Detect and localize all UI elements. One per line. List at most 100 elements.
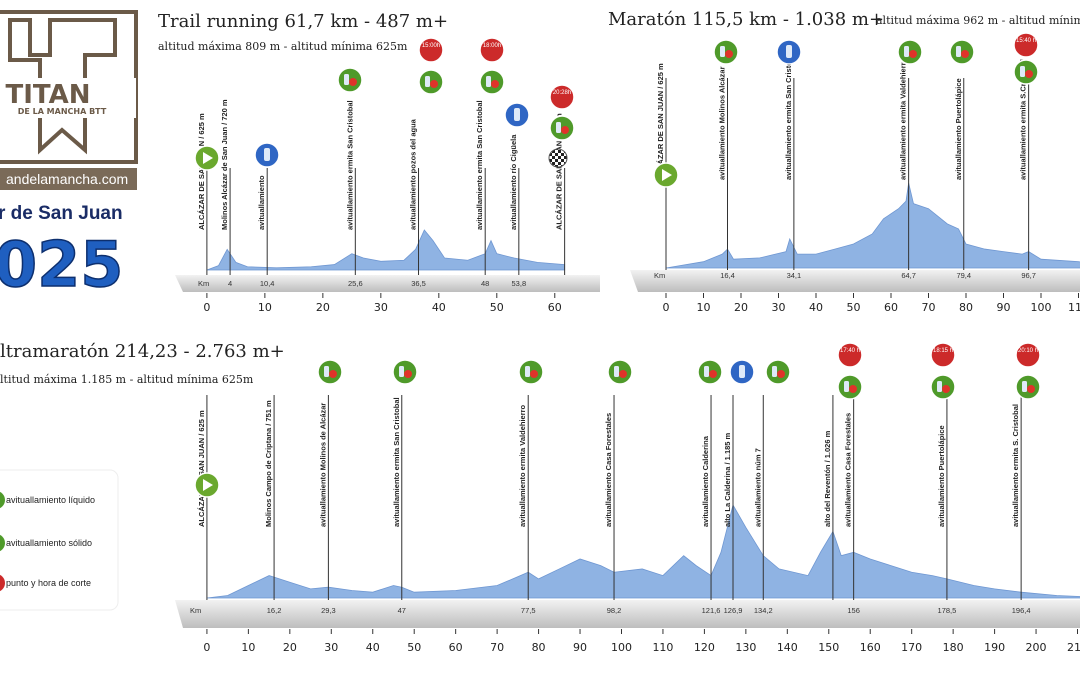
icon-glyph: [709, 370, 717, 378]
icon: [1013, 59, 1039, 85]
km-strip: [175, 600, 1080, 628]
icon-glyph: [430, 80, 438, 88]
icon-glyph: [530, 370, 538, 378]
x-tick-label: 20: [316, 301, 330, 314]
icon: [1015, 374, 1041, 400]
icon: 15:40 h: [1013, 32, 1039, 58]
x-tick-label: 50: [490, 301, 504, 314]
icon-circle: [418, 37, 444, 63]
station-km: 16,4: [720, 271, 735, 280]
icon: [776, 39, 802, 65]
elevation-area: [206, 503, 1080, 599]
icon: [194, 472, 220, 498]
icon-glyph: [399, 366, 404, 377]
icon-circle: [1015, 342, 1041, 368]
x-tick-label: 60: [548, 301, 562, 314]
icon-circle: [1013, 32, 1039, 58]
station-label: avituallamiento Puertolápice: [937, 425, 946, 527]
station-label: avituallamiento ermita San Cristobal: [345, 100, 354, 230]
station-label: avituallamiento núm 7: [753, 448, 762, 527]
icon: 15:00h: [418, 37, 444, 63]
icon-glyph: [937, 381, 942, 392]
x-tick-label: 120: [694, 641, 715, 654]
icon-glyph: [486, 76, 491, 87]
station-label: avituallamiento: [257, 175, 266, 230]
icon-glyph: [1020, 66, 1025, 77]
icon-glyph: [1027, 385, 1035, 393]
station-km: 79,4: [956, 271, 971, 280]
icon: 18:15 h: [930, 342, 956, 368]
x-tick-label: 80: [532, 641, 546, 654]
icon-glyph: [525, 366, 530, 377]
icon-glyph: [849, 385, 857, 393]
icon-glyph: [344, 74, 349, 85]
x-tick-label: 50: [847, 301, 861, 314]
x-tick-label: 80: [959, 301, 973, 314]
station-km: 64,7: [901, 271, 916, 280]
icon-glyph: [909, 50, 917, 58]
icon: [418, 69, 444, 95]
icon: [317, 359, 343, 385]
station-label: ALCÁZAR DE SAN JUAN / 625 m: [197, 410, 206, 527]
icon-circle: [479, 37, 505, 63]
x-tick-label: 100: [1031, 301, 1052, 314]
x-tick-label: 170: [901, 641, 922, 654]
icon: [713, 39, 739, 65]
station-km: 196,4: [1012, 606, 1031, 615]
logo-subtitle: DE LA MANCHA BTT: [18, 107, 107, 116]
x-axis-label: Km: [654, 271, 665, 280]
x-tick-label: 10: [697, 301, 711, 314]
logo-year: 025: [0, 228, 123, 301]
icon-glyph: [324, 366, 329, 377]
x-tick-label: 190: [984, 641, 1005, 654]
station-label: avituallamiento ermita S.Cristobal: [1019, 59, 1028, 180]
station-label: avituallamiento Molinos Alcázar: [718, 66, 727, 180]
legend-item: punto y hora de corte: [6, 578, 91, 588]
icon-glyph: [1025, 70, 1033, 78]
x-tick-label: 30: [324, 641, 338, 654]
chart-subtitle: altitud máxima 809 m - altitud mínima 62…: [158, 40, 408, 53]
x-axis-label: Km: [198, 279, 209, 288]
station-label: avituallamiento ermita San Cristobal: [784, 50, 793, 180]
icon-glyph: [264, 148, 270, 161]
legend-item: avituallamiento sólido: [6, 538, 92, 548]
icon-glyph: [777, 370, 785, 378]
icon: [194, 145, 220, 171]
cutoff-time: 20:10 h: [1018, 348, 1038, 354]
x-tick-label: 60: [449, 641, 463, 654]
station-label: avituallamiento Casa Forestales: [844, 413, 853, 527]
icon: [479, 69, 505, 95]
icon-glyph: [786, 45, 792, 58]
logo-brand: TITAN: [5, 80, 90, 110]
chart-subtitle: altitud máxima 962 m - altitud mínim: [876, 14, 1080, 27]
icon-glyph: [425, 76, 430, 87]
station-label: avituallamiento Molinos de Alcázar: [318, 403, 327, 527]
icon-glyph: [514, 108, 520, 121]
icon-glyph: [942, 385, 950, 393]
station-km: 53,8: [512, 279, 527, 288]
x-axis-label: Km: [190, 606, 201, 615]
station-label: avituallamiento ermita San Cristobal: [475, 100, 484, 230]
icon: [337, 67, 363, 93]
station-label: avituallamiento ermita Valdehierro: [899, 57, 908, 180]
icon-glyph: [844, 381, 849, 392]
x-tick-label: 110: [1068, 301, 1080, 314]
icon-glyph: [203, 479, 213, 491]
icon-glyph: [203, 152, 213, 164]
x-tick-label: 90: [573, 641, 587, 654]
icon: [697, 359, 723, 385]
x-tick-label: 140: [777, 641, 798, 654]
x-tick-label: 180: [943, 641, 964, 654]
icon: 20:10 h: [1015, 342, 1041, 368]
chart-title: Trail running 61,7 km - 487 m+: [158, 11, 448, 32]
station-label: avituallamiento Puertolápice: [954, 78, 963, 180]
elevation-area: [206, 229, 566, 271]
x-tick-label: 200: [1026, 641, 1047, 654]
icon-glyph: [561, 126, 569, 134]
icon-glyph: [619, 370, 627, 378]
chart-subtitle: ltitud máxima 1.185 m - altitud mínima 6…: [0, 373, 254, 386]
icon: [837, 374, 863, 400]
station-km: 156: [847, 606, 860, 615]
station-label: avituallamiento Casa Forestales: [604, 413, 613, 527]
icon: [254, 142, 280, 168]
